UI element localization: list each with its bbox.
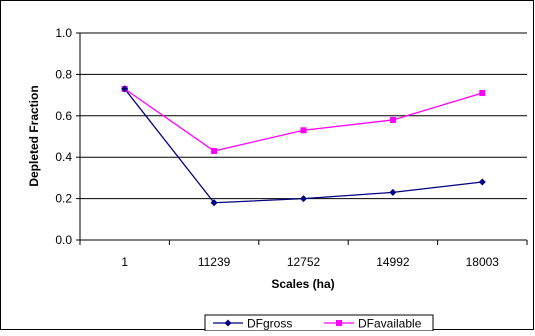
data-point-dfgross xyxy=(210,199,218,207)
data-point-dfavailable xyxy=(211,147,218,154)
x-tick-label: 14992 xyxy=(376,255,410,269)
data-point-dfavailable xyxy=(389,116,396,123)
data-point-dfavailable xyxy=(479,90,486,97)
data-point-dfgross xyxy=(300,195,307,203)
x-axis-label: Scales (ha) xyxy=(271,277,334,291)
legend: DFgross DFavailable xyxy=(204,314,434,332)
y-tick-labels: 0.0 0.2 0.4 0.6 0.8 1.0 xyxy=(55,26,72,247)
gridlines xyxy=(80,32,527,200)
x-tick-labels: 1 11239 12752 14992 18003 xyxy=(121,255,499,269)
x-tick-label: 12752 xyxy=(287,255,321,269)
data-point-dfavailable xyxy=(300,127,307,134)
y-tick-label: 0.6 xyxy=(55,109,72,123)
data-point-dfgross xyxy=(478,178,486,186)
legend-marker-dfavailable xyxy=(336,320,342,326)
legend-marker-dfgross xyxy=(224,319,232,327)
y-axis-label: Depleted Fraction xyxy=(27,85,41,186)
y-tick-label: 0.0 xyxy=(55,233,72,247)
y-tick-label: 0.2 xyxy=(55,192,72,206)
x-tick-label: 18003 xyxy=(466,255,500,269)
y-tick-label: 1.0 xyxy=(55,26,72,40)
data-point-dfgross xyxy=(389,188,397,196)
axes xyxy=(76,32,528,245)
x-tick-label: 1 xyxy=(121,255,128,269)
plot-area xyxy=(80,33,527,240)
series-group xyxy=(121,85,486,207)
y-tick-label: 0.8 xyxy=(55,67,72,81)
y-tick-label: 0.4 xyxy=(55,150,72,164)
x-tick-label: 11239 xyxy=(198,255,231,269)
data-point-dfgross xyxy=(121,85,129,93)
legend-label-dfgross: DFgross xyxy=(247,317,292,331)
legend-label-dfavailable: DFavailable xyxy=(358,317,422,331)
